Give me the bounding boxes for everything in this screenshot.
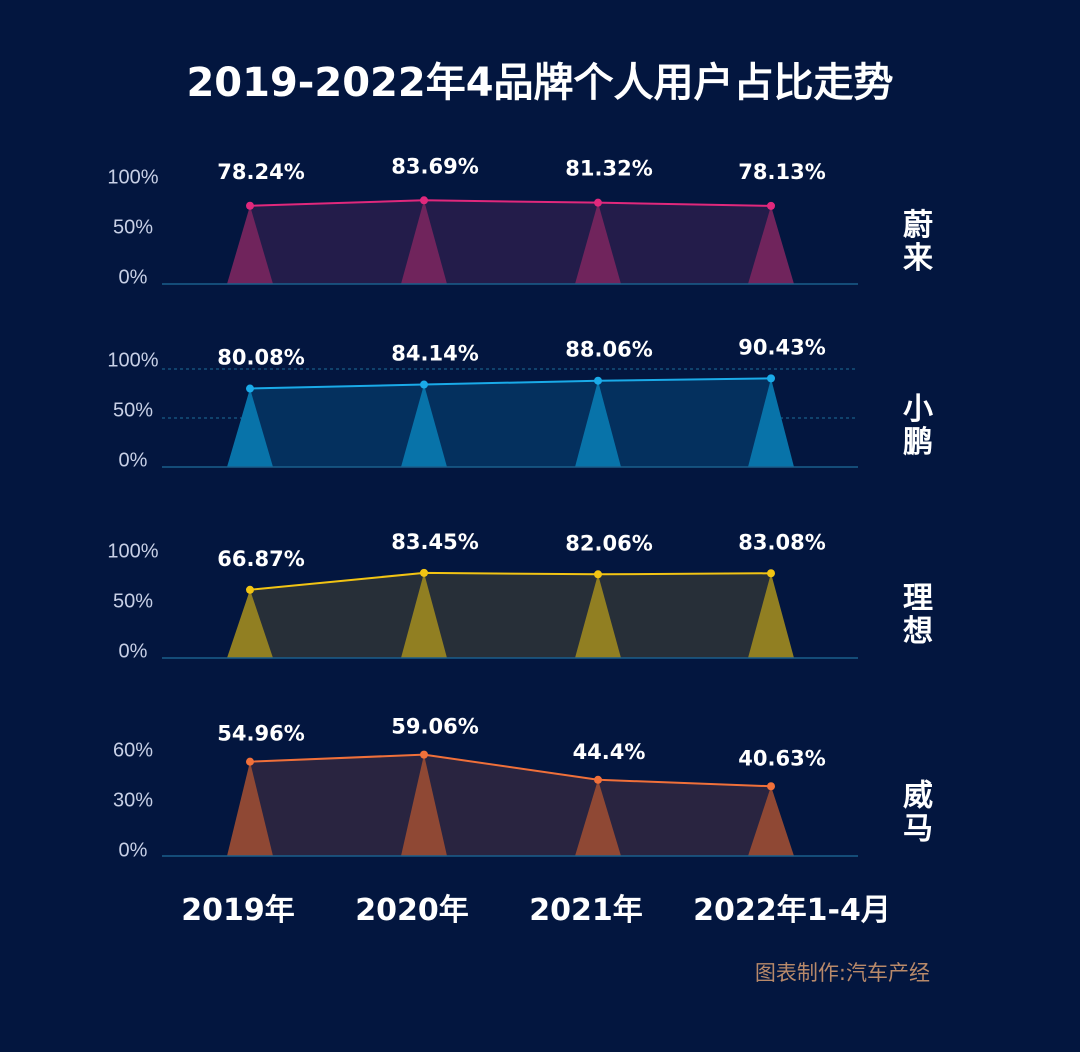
y-tick-2-1: 50% [113, 590, 153, 612]
y-tick-1-2: 0% [119, 449, 148, 471]
spike-2-0 [227, 589, 273, 658]
value-label-1-3: 90.43% [738, 335, 825, 359]
point-3-1 [420, 750, 428, 759]
spike-3-2 [575, 779, 621, 856]
panel-0: 78.24% 83.69% 81.32% 78.13% 100% 50% 0% 蔚来 [107, 154, 933, 288]
value-label-2-3: 83.08% [738, 530, 825, 554]
point-2-3 [767, 569, 775, 578]
point-2-1 [420, 568, 428, 577]
area-2 [250, 572, 771, 658]
point-1-3 [767, 374, 775, 383]
spike-0-0 [227, 205, 273, 284]
value-label-0-3: 78.13% [738, 160, 825, 184]
y-tick-1-1: 50% [113, 399, 153, 421]
panels: 78.24% 83.69% 81.32% 78.13% 100% 50% 0% 蔚来 80.08… [107, 154, 933, 861]
panel-1: 80.08% 84.14% 88.06% 90.43% 100% 50% 0% 小鹏 [107, 335, 933, 471]
point-0-3 [767, 201, 775, 210]
x-tick-label-2: 2021年 [529, 893, 643, 928]
brand-label-2: 理想 [903, 581, 933, 649]
spike-1-2 [575, 380, 621, 467]
spike-3-3 [748, 786, 794, 856]
spike-0-3 [748, 205, 794, 284]
y-tick-3-1: 30% [113, 789, 153, 811]
value-label-1-2: 88.06% [565, 338, 652, 362]
value-label-2-1: 83.45% [391, 530, 478, 554]
point-1-2 [594, 376, 602, 385]
spike-1-1 [401, 384, 447, 467]
point-2-0 [246, 585, 254, 594]
y-tick-0-2: 0% [119, 266, 148, 288]
value-label-1-0: 80.08% [217, 346, 304, 370]
y-tick-0-1: 50% [113, 216, 153, 238]
brand-label-0: 蔚来 [903, 208, 933, 276]
spike-3-1 [401, 754, 447, 856]
y-tick-3-2: 0% [119, 839, 148, 861]
point-0-1 [420, 196, 428, 205]
spike-2-3 [748, 573, 794, 658]
x-tick-label-3: 2022年1-4月 [693, 893, 891, 928]
series-line-1 [249, 377, 772, 390]
value-label-3-3: 40.63% [738, 746, 825, 770]
series-line-0 [249, 199, 772, 207]
series-line-3 [249, 753, 772, 788]
y-tick-1-0: 100% [107, 349, 158, 371]
panel-3: 54.96% 59.06% 44.4% 40.63% 60% 30% 0% 威马 [113, 715, 933, 862]
point-3-3 [767, 782, 775, 791]
value-label-0-2: 81.32% [565, 157, 652, 181]
area-0 [250, 200, 771, 284]
point-0-0 [246, 201, 254, 210]
point-3-0 [246, 757, 254, 766]
value-label-3-1: 59.06% [391, 715, 478, 739]
x-axis: 2019年 2020年 2021年 2022年1-4月 [181, 893, 891, 928]
panel-2: 66.87% 83.45% 82.06% 83.08% 100% 50% 0% 理想 [107, 530, 933, 662]
value-label-0-0: 78.24% [217, 160, 304, 184]
spike-1-3 [748, 378, 794, 467]
y-tick-2-0: 100% [107, 540, 158, 562]
spike-2-1 [401, 572, 447, 658]
value-label-1-1: 84.14% [391, 342, 478, 366]
x-tick-label-1: 2020年 [355, 893, 469, 928]
value-label-3-2: 44.4% [573, 740, 646, 764]
y-tick-2-2: 0% [119, 640, 148, 662]
point-3-2 [594, 775, 602, 784]
point-0-2 [594, 198, 602, 207]
brand-label-3: 威马 [903, 778, 933, 846]
area-1 [250, 378, 771, 467]
y-tick-0-0: 100% [107, 166, 158, 188]
area-3 [250, 754, 771, 856]
spike-2-2 [575, 574, 621, 658]
value-label-0-1: 83.69% [391, 154, 478, 178]
spike-1-0 [227, 388, 273, 467]
point-2-2 [594, 570, 602, 579]
y-tick-3-0: 60% [113, 739, 153, 761]
value-label-2-2: 82.06% [565, 531, 652, 555]
spike-3-0 [227, 761, 273, 856]
chart-title: 2019-2022年4品牌个人用户占比走势 [186, 60, 893, 106]
value-label-2-0: 66.87% [217, 547, 304, 571]
spike-0-2 [575, 202, 621, 284]
point-1-1 [420, 380, 428, 389]
x-tick-label-0: 2019年 [181, 893, 295, 928]
brand-label-1: 小鹏 [903, 391, 933, 459]
series-line-2 [249, 571, 772, 591]
chart-credit: 图表制作:汽车产经 [755, 961, 930, 985]
point-1-0 [246, 384, 254, 393]
value-label-3-0: 54.96% [217, 722, 304, 746]
spike-0-1 [401, 200, 447, 284]
